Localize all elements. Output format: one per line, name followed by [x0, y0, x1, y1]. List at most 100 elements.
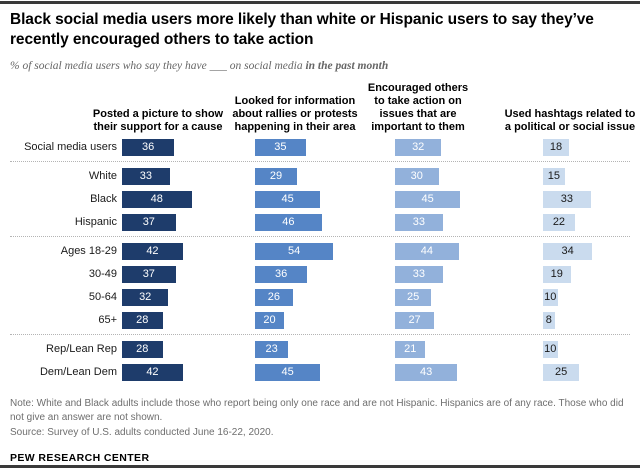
- bar-value-label: 22: [552, 215, 566, 228]
- bar: 43: [395, 363, 458, 381]
- bar-value-label: 10: [544, 290, 557, 303]
- row-label: 50-64: [88, 290, 117, 303]
- chart-row: Dem/Lean Dem 42 45 43 25: [10, 361, 630, 384]
- bar: 45: [255, 363, 321, 381]
- note-text: Note: White and Black adults include tho…: [10, 397, 624, 423]
- bar: 25: [395, 288, 432, 306]
- bar: 8: [543, 311, 555, 329]
- bar-value-label: 45: [421, 192, 434, 205]
- bar: 19: [543, 265, 571, 283]
- chart-row: Social media users 36 35 32 18: [10, 136, 630, 159]
- chart-title: Black social media users more likely tha…: [10, 10, 630, 51]
- chart-title-line1: Black social media users more likely tha…: [10, 11, 594, 28]
- bar: 15: [543, 167, 565, 185]
- bar-value-label: 42: [146, 244, 159, 257]
- bar-value-label: 30: [410, 169, 423, 182]
- bar-value-label: 35: [274, 140, 287, 153]
- group-separator: [10, 333, 630, 335]
- group-separator: [10, 235, 630, 237]
- bar: 20: [255, 311, 284, 329]
- source-text: Source: Survey of U.S. adults conducted …: [10, 426, 274, 438]
- bar: 21: [395, 340, 426, 358]
- chart-row: Ages 18-29 42 54 44 34: [10, 240, 630, 263]
- bar-value-label: 42: [146, 365, 159, 378]
- bar: 10: [543, 340, 558, 358]
- bar: 44: [395, 242, 459, 260]
- bar-value-label: 25: [555, 365, 568, 378]
- bar-value-label: 15: [547, 169, 560, 182]
- bar: 32: [395, 138, 442, 156]
- bar: 30: [395, 167, 439, 185]
- bar-value-label: 33: [412, 267, 426, 280]
- bar: 42: [122, 242, 183, 260]
- bar: 45: [395, 190, 461, 208]
- bar-value-label: 33: [139, 169, 153, 182]
- bottom-rule: [0, 465, 640, 468]
- bar-value-label: 28: [136, 342, 149, 355]
- bar-value-label: 21: [404, 342, 417, 355]
- bar-value-label: 29: [269, 169, 283, 182]
- bar: 26: [255, 288, 293, 306]
- bar-value-label: 8: [545, 313, 552, 326]
- bar: 37: [122, 265, 176, 283]
- bar: 46: [255, 213, 322, 231]
- row-label: Hispanic: [74, 215, 117, 228]
- footnotes: Note: White and Black adults include tho…: [10, 397, 630, 440]
- bar-value-label: 25: [407, 290, 420, 303]
- bar: 28: [122, 340, 163, 358]
- bar: 36: [122, 138, 175, 156]
- bar: 32: [122, 288, 169, 306]
- bar: 35: [255, 138, 306, 156]
- bar: 33: [122, 167, 170, 185]
- chart-row: 30-49 37 36 33 19: [10, 263, 630, 286]
- bar: 28: [122, 311, 163, 329]
- bar-value-label: 26: [267, 290, 280, 303]
- row-label: White: [88, 169, 117, 182]
- top-rule: [0, 1, 640, 4]
- bar-value-label: 19: [550, 267, 563, 280]
- bar: 33: [543, 190, 591, 208]
- row-label: 65+: [98, 313, 117, 326]
- bar: 25: [543, 363, 580, 381]
- column-header-used-hashtags: Used hashtags related to a political or …: [504, 107, 636, 133]
- bar-value-label: 28: [136, 313, 149, 326]
- bar: 33: [395, 265, 443, 283]
- chart-subtitle: % of social media users who say they hav…: [10, 60, 630, 72]
- bar: 33: [395, 213, 443, 231]
- pew-research-center-wordmark: PEW RESEARCH CENTER: [10, 451, 150, 464]
- bar: 37: [122, 213, 176, 231]
- row-label: Black: [90, 192, 117, 205]
- column-headers: Posted a picture to show their support f…: [10, 76, 636, 136]
- chart-row: 50-64 32 26 25 10: [10, 286, 630, 309]
- bar: 48: [122, 190, 192, 208]
- bar-value-label: 36: [274, 267, 288, 280]
- group-separator: [10, 160, 630, 162]
- bar-value-label: 37: [142, 267, 155, 280]
- bar-value-label: 33: [412, 215, 426, 228]
- bar: 22: [543, 213, 575, 231]
- bar-value-label: 23: [265, 342, 278, 355]
- bar: 18: [543, 138, 570, 156]
- chart-rows: Social media users 36 35 32 18 White 33 29 30 15 B…: [10, 136, 630, 384]
- bar-value-label: 45: [281, 365, 294, 378]
- bar-value-label: 36: [141, 140, 155, 153]
- bar-value-label: 10: [544, 342, 557, 355]
- bar-value-label: 46: [282, 215, 295, 228]
- chart-row: Black 48 45 45 33: [10, 188, 630, 211]
- chart-row: Rep/Lean Rep 28 23 21 10: [10, 338, 630, 361]
- bar-value-label: 18: [549, 140, 563, 153]
- subtitle-emphasis: in the past month: [305, 59, 389, 72]
- bar: 45: [255, 190, 321, 208]
- row-label: Ages 18-29: [60, 244, 117, 257]
- bar-value-label: 43: [420, 365, 433, 378]
- bar-value-label: 54: [288, 244, 301, 257]
- bar-value-label: 33: [560, 192, 574, 205]
- row-label: Dem/Lean Dem: [39, 365, 117, 378]
- subtitle-prefix: % of social media users who say they hav…: [10, 59, 306, 72]
- bar: 27: [395, 311, 435, 329]
- chart-row: Hispanic 37 46 33 22: [10, 211, 630, 234]
- bar-value-label: 32: [412, 140, 425, 153]
- bar: 36: [255, 265, 308, 283]
- bar-value-label: 32: [139, 290, 152, 303]
